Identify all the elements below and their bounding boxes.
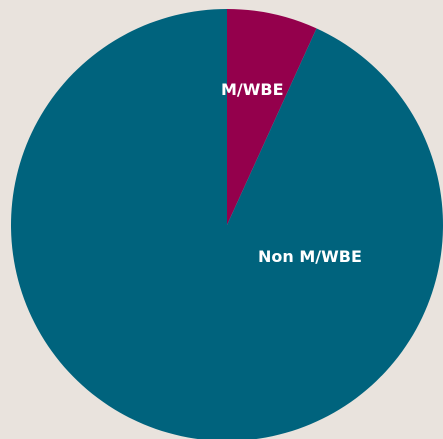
- slice-mwbe: [227, 9, 317, 225]
- pie-slices: [11, 9, 443, 439]
- slice-label-non-mwbe: Non M/WBE: [258, 247, 362, 266]
- slice-non-mwbe: [11, 9, 443, 439]
- slice-label-mwbe: M/WBE: [221, 80, 284, 99]
